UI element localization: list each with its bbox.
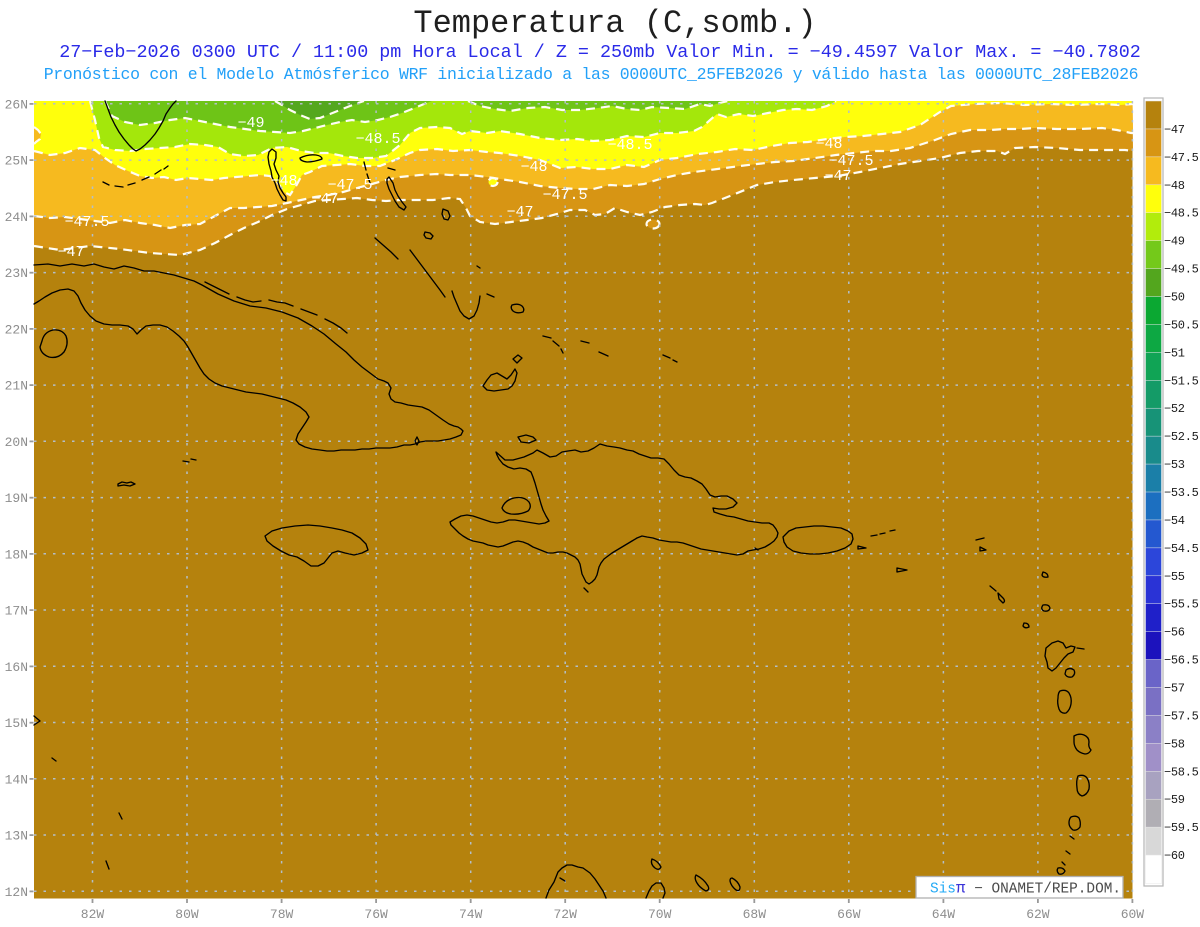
svg-text:−59.5: −59.5 [1164, 821, 1199, 835]
svg-text:−49: −49 [1164, 235, 1185, 249]
svg-text:−56.5: −56.5 [1164, 654, 1199, 668]
svg-text:72W: 72W [553, 907, 577, 922]
svg-text:70W: 70W [648, 907, 672, 922]
svg-text:−58: −58 [1164, 737, 1185, 751]
svg-text:−50.5: −50.5 [1164, 318, 1199, 332]
svg-text:−58.5: −58.5 [1164, 765, 1199, 779]
svg-text:78W: 78W [270, 907, 294, 922]
svg-text:76W: 76W [364, 907, 388, 922]
svg-text:−59: −59 [1164, 793, 1185, 807]
svg-text:−56: −56 [1164, 626, 1185, 640]
svg-text:−47: −47 [824, 168, 851, 185]
svg-text:−51: −51 [1164, 346, 1185, 360]
svg-text:64W: 64W [932, 907, 956, 922]
svg-text:23N: 23N [5, 266, 28, 281]
svg-text:17N: 17N [5, 604, 28, 619]
svg-text:−48: −48 [270, 173, 297, 190]
svg-text:−53: −53 [1164, 458, 1185, 472]
svg-text:20N: 20N [5, 435, 28, 450]
svg-text:−53.5: −53.5 [1164, 486, 1199, 500]
svg-text:−47.5: −47.5 [1164, 151, 1199, 165]
svg-text:−48: −48 [1164, 179, 1185, 193]
svg-text:−48: −48 [815, 136, 842, 153]
svg-text:−47.5: −47.5 [327, 177, 372, 194]
svg-text:−48.5: −48.5 [607, 137, 652, 154]
svg-text:−48.5: −48.5 [355, 131, 400, 148]
svg-text:13N: 13N [5, 829, 28, 844]
svg-text:21N: 21N [5, 379, 28, 394]
svg-text:14N: 14N [5, 772, 28, 787]
svg-text:−52: −52 [1164, 402, 1185, 416]
svg-text:60W: 60W [1121, 907, 1145, 922]
svg-text:−50: −50 [1164, 291, 1185, 305]
svg-text:−47: −47 [57, 244, 84, 261]
svg-text:−54.5: −54.5 [1164, 542, 1199, 556]
svg-text:−47: −47 [311, 191, 338, 208]
svg-text:−55.5: −55.5 [1164, 598, 1199, 612]
svg-text:68W: 68W [743, 907, 767, 922]
svg-text:24N: 24N [5, 210, 28, 225]
svg-text:−48.5: −48.5 [1164, 207, 1199, 221]
svg-text:−47.5: −47.5 [542, 187, 587, 204]
svg-text:−52.5: −52.5 [1164, 430, 1199, 444]
svg-text:−49: −49 [237, 115, 264, 132]
svg-text:82W: 82W [81, 907, 105, 922]
svg-text:80W: 80W [175, 907, 199, 922]
svg-text:66W: 66W [837, 907, 861, 922]
svg-text:−47: −47 [506, 204, 533, 221]
svg-text:26N: 26N [5, 97, 28, 112]
svg-text:74W: 74W [459, 907, 483, 922]
svg-text:18N: 18N [5, 547, 28, 562]
svg-text:−57.5: −57.5 [1164, 709, 1199, 723]
svg-text:19N: 19N [5, 491, 28, 506]
svg-text:−55: −55 [1164, 570, 1185, 584]
svg-text:Sisπ − ONAMET/REP.DOM.: Sisπ − ONAMET/REP.DOM. [930, 880, 1121, 898]
svg-text:−54: −54 [1164, 514, 1185, 528]
svg-text:12N: 12N [5, 885, 28, 900]
svg-text:−48: −48 [520, 159, 547, 176]
svg-text:16N: 16N [5, 660, 28, 675]
svg-text:−60: −60 [1164, 849, 1185, 863]
svg-text:22N: 22N [5, 322, 28, 337]
svg-text:−47: −47 [1164, 123, 1185, 137]
svg-text:15N: 15N [5, 716, 28, 731]
svg-text:−57: −57 [1164, 682, 1185, 696]
svg-text:62W: 62W [1026, 907, 1050, 922]
svg-text:25N: 25N [5, 154, 28, 169]
svg-text:−51.5: −51.5 [1164, 374, 1199, 388]
svg-text:−49.5: −49.5 [1164, 263, 1199, 277]
svg-text:−47.5: −47.5 [828, 153, 873, 170]
svg-text:−47.5: −47.5 [64, 214, 109, 231]
